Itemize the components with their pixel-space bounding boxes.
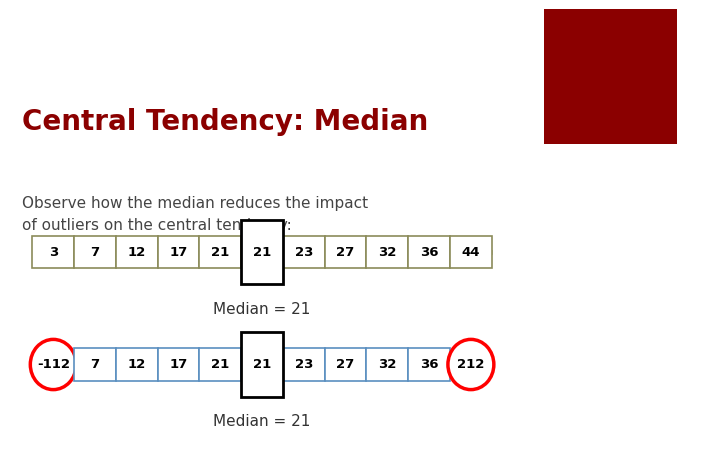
FancyBboxPatch shape [116, 348, 158, 381]
FancyBboxPatch shape [74, 236, 116, 268]
Text: 12: 12 [127, 358, 146, 371]
FancyBboxPatch shape [283, 348, 325, 381]
FancyBboxPatch shape [158, 236, 199, 268]
FancyBboxPatch shape [199, 348, 241, 381]
FancyBboxPatch shape [241, 348, 283, 381]
Text: 36: 36 [420, 358, 438, 371]
Text: 3: 3 [49, 246, 58, 258]
Text: 21: 21 [253, 358, 271, 371]
Text: 21: 21 [253, 246, 271, 258]
Text: 44: 44 [462, 246, 480, 258]
FancyBboxPatch shape [199, 236, 241, 268]
Text: Median = 21: Median = 21 [213, 302, 311, 316]
Text: 7: 7 [91, 246, 99, 258]
Ellipse shape [448, 339, 494, 390]
Text: Central Tendency: Median: Central Tendency: Median [22, 108, 428, 135]
Text: 32: 32 [378, 246, 397, 258]
Text: 27: 27 [336, 358, 355, 371]
FancyBboxPatch shape [366, 236, 408, 268]
FancyBboxPatch shape [116, 236, 158, 268]
FancyBboxPatch shape [408, 236, 450, 268]
FancyBboxPatch shape [325, 348, 366, 381]
FancyBboxPatch shape [325, 236, 366, 268]
Text: 21: 21 [253, 358, 271, 371]
Text: 21: 21 [211, 358, 230, 371]
Text: 32: 32 [378, 358, 397, 371]
Text: 17: 17 [169, 358, 188, 371]
FancyBboxPatch shape [241, 220, 283, 284]
Text: 17: 17 [169, 246, 188, 258]
Text: Observe how the median reduces the impact
of outliers on the central tendency:: Observe how the median reduces the impac… [22, 196, 368, 233]
Text: 212: 212 [457, 358, 485, 371]
FancyBboxPatch shape [32, 236, 74, 268]
Text: 12: 12 [127, 246, 146, 258]
Text: 27: 27 [336, 246, 355, 258]
FancyBboxPatch shape [158, 348, 199, 381]
FancyBboxPatch shape [74, 348, 116, 381]
Text: 23: 23 [294, 246, 313, 258]
Text: 7: 7 [91, 358, 99, 371]
FancyBboxPatch shape [408, 348, 450, 381]
Text: Median = 21: Median = 21 [213, 414, 311, 429]
Text: 23: 23 [294, 358, 313, 371]
FancyBboxPatch shape [450, 236, 492, 268]
Text: 21: 21 [253, 246, 271, 258]
Text: 36: 36 [420, 246, 438, 258]
Ellipse shape [30, 339, 76, 390]
FancyBboxPatch shape [241, 236, 283, 268]
FancyBboxPatch shape [241, 332, 283, 397]
FancyBboxPatch shape [283, 236, 325, 268]
Text: 21: 21 [211, 246, 230, 258]
FancyBboxPatch shape [366, 348, 408, 381]
FancyBboxPatch shape [544, 9, 677, 144]
Text: -112: -112 [37, 358, 70, 371]
